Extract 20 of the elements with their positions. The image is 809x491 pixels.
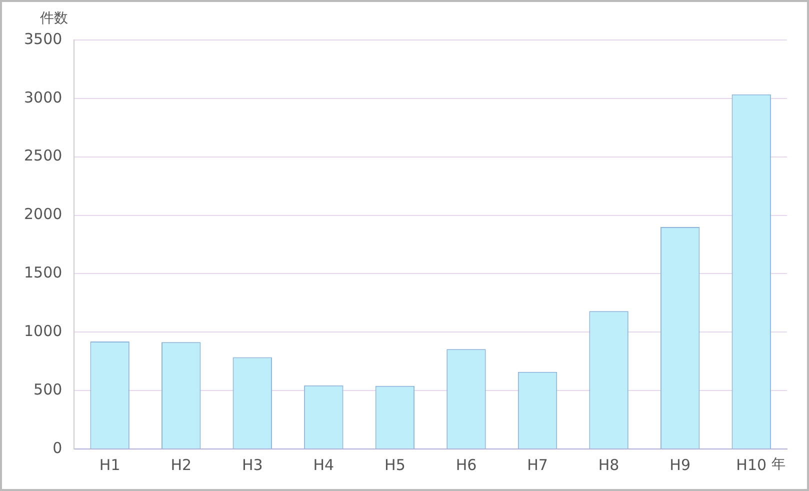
x-tick-label: H8 xyxy=(598,456,620,474)
x-tick-label: H4 xyxy=(313,456,334,474)
x-tick-label: H9 xyxy=(670,456,690,474)
y-tick-label: 2500 xyxy=(24,146,62,165)
y-axis-title: 件数 xyxy=(40,10,68,27)
x-tick-label: H1 xyxy=(99,456,120,474)
x-tick-label: H10 xyxy=(736,456,767,474)
x-tick-label: H2 xyxy=(170,456,192,474)
y-tick-label: 3500 xyxy=(24,30,62,48)
y-tick-label: 0 xyxy=(52,438,62,457)
x-axis-title: 年 xyxy=(771,456,786,473)
y-tick-label: 2000 xyxy=(24,205,62,224)
x-tick-label: H7 xyxy=(527,456,548,474)
x-tick-label: H3 xyxy=(242,456,263,474)
y-tick-label: 3000 xyxy=(24,88,62,106)
y-tick-label: 1000 xyxy=(24,322,62,340)
y-tick-label: 1500 xyxy=(24,264,62,282)
x-tick-label: H5 xyxy=(384,456,406,474)
x-tick-label: H6 xyxy=(456,456,477,474)
y-tick-label: 500 xyxy=(34,380,62,398)
